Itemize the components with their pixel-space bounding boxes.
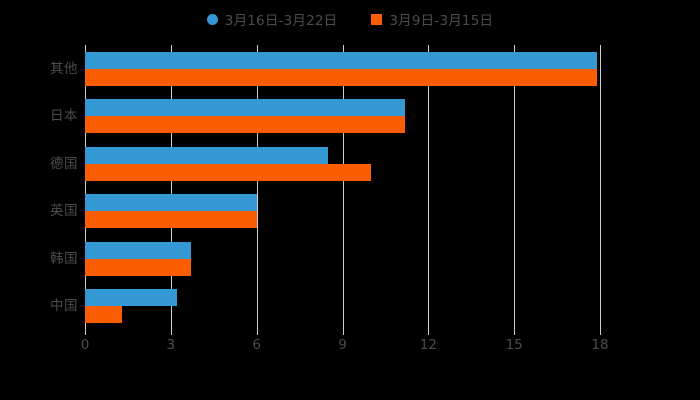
bar-series-2[interactable] bbox=[85, 68, 598, 86]
x-axis-tick-mark bbox=[85, 330, 86, 335]
x-axis-tick-label-5: 12 bbox=[419, 337, 437, 353]
legend-dot-icon bbox=[206, 13, 218, 25]
gridline bbox=[428, 45, 430, 330]
x-axis-tick-mark bbox=[600, 330, 601, 335]
x-axis-tick-mark bbox=[428, 330, 430, 335]
bar-series-2[interactable] bbox=[85, 211, 257, 229]
bar-group bbox=[85, 283, 600, 331]
gridline bbox=[514, 45, 516, 330]
legend-label-series-2: 3月9日-3月15日 bbox=[389, 13, 494, 29]
x-axis: 0 3 6 9 12 15 18 bbox=[81, 330, 609, 358]
x-axis-tick-mark bbox=[170, 330, 172, 335]
y-axis-label-5: 韩国 bbox=[50, 250, 78, 267]
y-axis-label-1: 其他 bbox=[50, 60, 78, 77]
bar-series-1[interactable] bbox=[85, 241, 191, 259]
bar-group bbox=[85, 45, 600, 93]
y-axis-label-6: 中国 bbox=[50, 298, 78, 315]
legend-square-icon bbox=[371, 13, 383, 25]
bar-series-1[interactable] bbox=[85, 194, 257, 212]
bar-series-1[interactable] bbox=[85, 51, 598, 69]
chart-legend: 3月16日-3月22日 3月9日-3月15日 bbox=[0, 8, 700, 30]
plot-area bbox=[85, 45, 601, 331]
y-axis-label-4: 英国 bbox=[50, 203, 78, 220]
legend-label-series-1: 3月16日-3月22日 bbox=[224, 13, 338, 29]
bar-series-1[interactable] bbox=[85, 146, 329, 164]
legend-item-series-1[interactable]: 3月16日-3月22日 bbox=[206, 9, 338, 29]
x-axis-tick-label-7: 18 bbox=[591, 337, 609, 353]
x-axis-tick-label-1: 0 bbox=[80, 337, 90, 353]
bar-series-2[interactable] bbox=[85, 306, 123, 324]
gridline bbox=[256, 45, 258, 330]
bar-group bbox=[85, 93, 600, 141]
bar-group bbox=[85, 140, 600, 188]
legend-item-series-2[interactable]: 3月9日-3月15日 bbox=[371, 9, 493, 29]
y-axis-label-3: 德国 bbox=[50, 155, 78, 172]
gridline bbox=[342, 45, 344, 330]
x-axis-tick-mark bbox=[256, 330, 258, 335]
x-axis-tick-label-2: 3 bbox=[166, 337, 176, 353]
x-axis-tick-mark bbox=[514, 330, 516, 335]
bar-series-2[interactable] bbox=[85, 258, 191, 276]
gridline bbox=[170, 45, 172, 330]
y-axis-labels: 其他日本德国英国韩国中国 bbox=[0, 45, 78, 330]
x-axis-tick-label-4: 9 bbox=[338, 337, 347, 353]
x-axis-tick-label-6: 15 bbox=[505, 337, 523, 353]
y-axis-line bbox=[85, 45, 86, 330]
bar-group bbox=[85, 235, 600, 283]
gridline bbox=[600, 45, 601, 330]
x-axis-tick-mark bbox=[342, 330, 344, 335]
bar-series-2[interactable] bbox=[85, 116, 406, 134]
bar-series-1[interactable] bbox=[85, 99, 406, 117]
bar-group bbox=[85, 188, 600, 236]
bar-series-1[interactable] bbox=[85, 289, 177, 307]
x-axis-tick-label-3: 6 bbox=[252, 337, 261, 353]
bar-series-2[interactable] bbox=[85, 163, 372, 181]
y-axis-label-2: 日本 bbox=[50, 108, 78, 125]
